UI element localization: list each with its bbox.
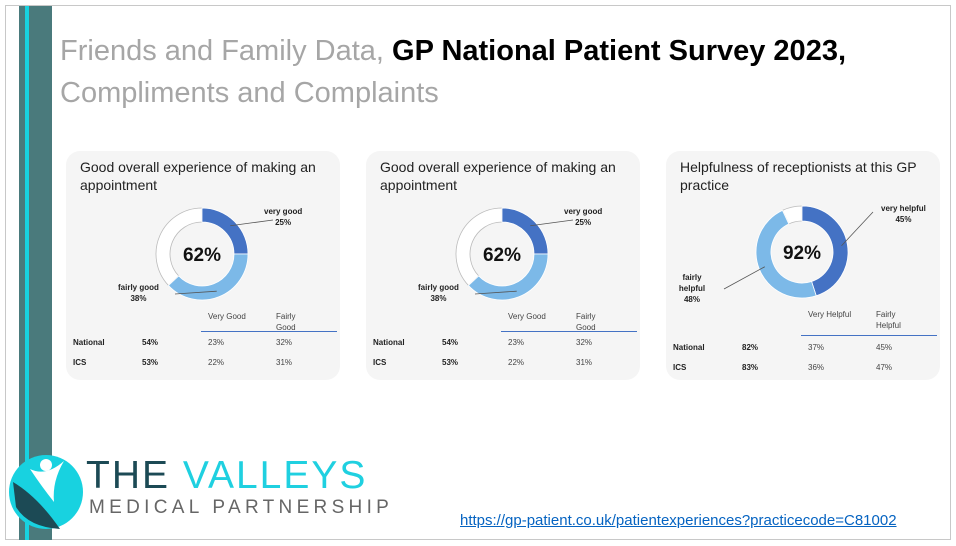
row-v2: 47% xyxy=(876,363,893,372)
leader-line xyxy=(841,211,874,247)
logo-subtitle: MEDICAL PARTNERSHIP xyxy=(89,497,394,518)
row-v2: 32% xyxy=(276,338,293,347)
col-header: Very Helpful xyxy=(808,310,852,319)
title-part3: Compliments and Complaints xyxy=(60,77,439,109)
row-v2: 31% xyxy=(576,358,593,367)
center-label: 62% xyxy=(483,245,521,266)
row-name: ICS xyxy=(73,358,87,367)
survey-link[interactable]: https://gp-patient.co.uk/patientexperien… xyxy=(460,512,897,529)
donut-chart: 62% xyxy=(455,207,574,301)
col-header: Fairly Good xyxy=(576,312,596,332)
col-header: Fairly Helpful xyxy=(876,310,901,330)
row-v1: 23% xyxy=(208,338,225,347)
row-v1: 22% xyxy=(208,358,225,367)
row-name: ICS xyxy=(673,363,687,372)
slice-fairly xyxy=(755,209,817,299)
donut-chart: 92% xyxy=(723,205,874,299)
label-very: very good 25% xyxy=(564,207,603,227)
row-total: 82% xyxy=(742,343,759,352)
side-bar xyxy=(19,6,52,540)
header-rule xyxy=(201,331,337,332)
row-total: 54% xyxy=(442,338,459,347)
logo-word2: VALLEYS xyxy=(182,454,368,497)
row-v1: 22% xyxy=(508,358,525,367)
row-total: 83% xyxy=(742,363,759,372)
leader-line xyxy=(474,290,517,295)
title-part2: GP National Patient Survey 2023, xyxy=(392,35,847,67)
col-header: Very Good xyxy=(208,312,246,321)
logo-word1: THE xyxy=(86,454,183,497)
slice-fairly xyxy=(467,253,549,301)
slice-very xyxy=(801,205,849,297)
row-v2: 31% xyxy=(276,358,293,367)
row-v1: 36% xyxy=(808,363,825,372)
chart-title: Good overall experience of making an app… xyxy=(380,159,616,193)
chart-title: Helpfulness of receptionists at this GP … xyxy=(680,159,917,193)
row-total: 53% xyxy=(442,358,459,367)
label-very: very helpful 45% xyxy=(881,204,926,224)
donut-chart: 62% xyxy=(155,207,274,301)
leader-line xyxy=(230,219,274,227)
row-v1: 23% xyxy=(508,338,525,347)
logo-title: THE VALLEYS xyxy=(86,454,367,498)
leader-line xyxy=(723,266,766,290)
header-rule xyxy=(801,335,937,336)
col-header: Fairly Good xyxy=(276,312,296,332)
col-header: Very Good xyxy=(508,312,546,321)
row-name: National xyxy=(73,338,105,347)
row-name: National xyxy=(673,343,705,352)
slide-frame xyxy=(5,5,951,540)
row-total: 54% xyxy=(142,338,159,347)
label-fairly: fairly good 38% xyxy=(118,283,159,303)
slice-fairly xyxy=(167,253,249,301)
leader-line xyxy=(174,290,217,295)
row-total: 53% xyxy=(142,358,159,367)
chart-card: Good overall experience of making an app… xyxy=(366,151,640,380)
row-v2: 32% xyxy=(576,338,593,347)
slide-title: Friends and Family Data, GP National Pat… xyxy=(60,30,940,114)
header-rule xyxy=(501,331,637,332)
center-label: 92% xyxy=(783,243,821,264)
center-label: 62% xyxy=(183,245,221,266)
row-v1: 37% xyxy=(808,343,825,352)
chart-card: Helpfulness of receptionists at this GP … xyxy=(666,151,940,380)
label-very: very good 25% xyxy=(264,207,303,227)
chart-card: Good overall experience of making an app… xyxy=(66,151,340,380)
row-v2: 45% xyxy=(876,343,893,352)
title-part1: Friends and Family Data, xyxy=(60,35,393,67)
label-fairly: fairly helpful 48% xyxy=(678,273,706,304)
row-name: ICS xyxy=(373,358,387,367)
row-name: National xyxy=(373,338,405,347)
chart-title: Good overall experience of making an app… xyxy=(80,159,316,193)
label-fairly: fairly good 38% xyxy=(418,283,459,303)
logo-icon xyxy=(9,455,83,529)
leader-line xyxy=(530,219,574,227)
side-stripe xyxy=(25,6,29,540)
